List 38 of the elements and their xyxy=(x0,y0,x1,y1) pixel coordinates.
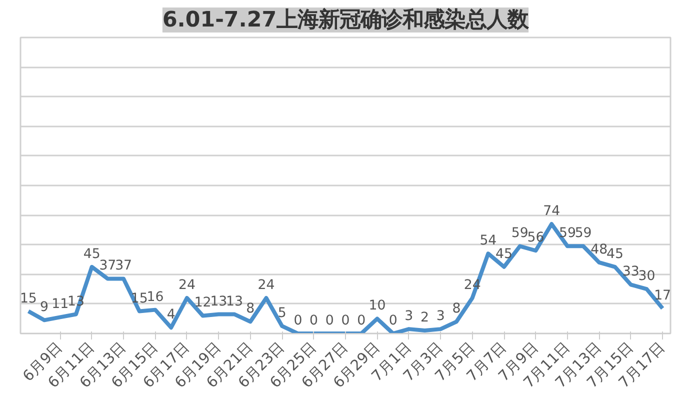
data-label: 13 xyxy=(210,294,228,310)
data-label: 17 xyxy=(654,288,672,304)
data-label: 2 xyxy=(420,310,430,326)
data-label: 4 xyxy=(166,308,176,323)
data-label: 59 xyxy=(511,226,528,242)
data-label: 0 xyxy=(310,314,318,328)
data-label: 13 xyxy=(226,294,244,310)
data-label: 8 xyxy=(246,302,255,317)
data-label: 59 xyxy=(574,226,592,242)
data-label: 12 xyxy=(194,296,212,311)
data-label: 11 xyxy=(52,297,69,312)
data-label: 24 xyxy=(178,278,196,293)
data-label: 0 xyxy=(294,314,302,328)
data-label: 0 xyxy=(357,314,366,328)
data-label: 54 xyxy=(480,234,497,249)
data-label: 8 xyxy=(452,302,461,317)
data-label: 5 xyxy=(278,306,286,322)
chart-title: 6.01-7.27上海新冠确诊和感染总人数 xyxy=(162,8,530,32)
data-label: 37 xyxy=(115,258,132,274)
data-label: 59 xyxy=(558,226,576,242)
data-label: 48 xyxy=(590,242,608,258)
data-label: 0 xyxy=(388,314,398,328)
data-label: 10 xyxy=(368,298,386,314)
data-label: 16 xyxy=(146,290,164,305)
data-label: 15 xyxy=(20,291,37,306)
data-label: 3 xyxy=(404,309,414,324)
data-label: 0 xyxy=(325,314,334,328)
data-label: 33 xyxy=(622,264,640,280)
data-label: 45 xyxy=(83,246,100,262)
data-label: 45 xyxy=(496,246,513,262)
data-label: 9 xyxy=(40,300,49,316)
data-label: 3 xyxy=(436,309,445,324)
data-label: 24 xyxy=(258,278,275,293)
data-label: 30 xyxy=(638,269,656,284)
data-label: 37 xyxy=(99,258,116,274)
data-label: 45 xyxy=(606,246,624,262)
data-label: 74 xyxy=(543,204,560,219)
data-label: 0 xyxy=(341,314,350,328)
